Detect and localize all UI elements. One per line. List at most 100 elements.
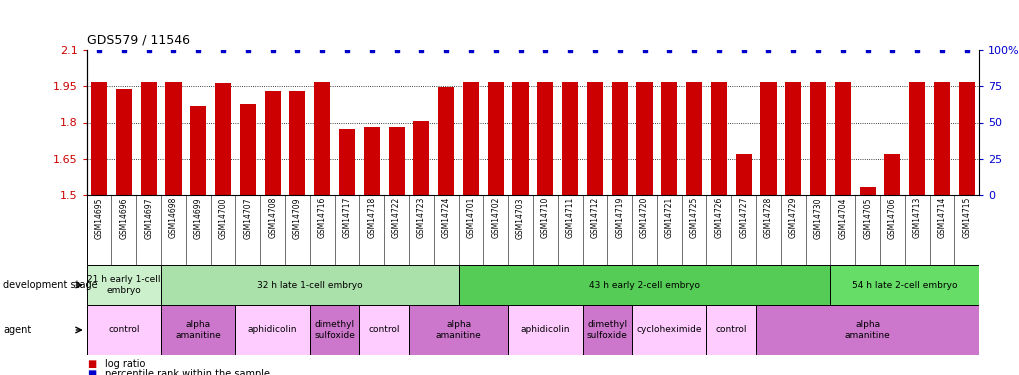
Point: [611, 47, 628, 53]
Text: 54 h late 2-cell embryo: 54 h late 2-cell embryo: [851, 280, 957, 290]
Point: [388, 47, 405, 53]
Text: GSM14729: GSM14729: [788, 197, 797, 238]
Text: GSM14701: GSM14701: [466, 197, 475, 238]
Point: [586, 47, 602, 53]
Bar: [632, 305, 706, 355]
Point: [239, 47, 256, 53]
Bar: [908, 82, 924, 195]
Text: GSM14723: GSM14723: [417, 197, 426, 238]
Point: [338, 47, 355, 53]
Text: GSM14719: GSM14719: [614, 197, 624, 238]
Bar: [409, 305, 507, 355]
Point: [314, 47, 330, 53]
Point: [933, 47, 950, 53]
Bar: [582, 305, 632, 355]
Point: [636, 47, 652, 53]
Bar: [87, 265, 161, 305]
Text: development stage: development stage: [3, 280, 98, 290]
Point: [512, 47, 528, 53]
Point: [561, 47, 578, 53]
Point: [289, 47, 306, 53]
Point: [660, 47, 677, 53]
Bar: [161, 265, 459, 305]
Bar: [235, 305, 310, 355]
Point: [834, 47, 850, 53]
Bar: [165, 82, 181, 195]
Text: GSM14706: GSM14706: [888, 197, 896, 238]
Bar: [289, 91, 305, 195]
Bar: [859, 187, 875, 195]
Bar: [561, 82, 578, 195]
Point: [859, 47, 875, 53]
Bar: [190, 106, 206, 195]
Bar: [636, 82, 652, 195]
Text: GSM14728: GSM14728: [763, 197, 772, 238]
Text: GSM14695: GSM14695: [95, 197, 104, 238]
Text: GSM14700: GSM14700: [218, 197, 227, 238]
Text: GSM14724: GSM14724: [441, 197, 450, 238]
Bar: [388, 127, 405, 195]
Text: GSM14697: GSM14697: [144, 197, 153, 238]
Text: GSM14722: GSM14722: [391, 197, 400, 238]
Text: alpha
amanitine: alpha amanitine: [175, 320, 221, 340]
Text: percentile rank within the sample: percentile rank within the sample: [105, 369, 270, 375]
Point: [908, 47, 924, 53]
Point: [413, 47, 429, 53]
Point: [91, 47, 107, 53]
Point: [264, 47, 280, 53]
Text: ■: ■: [87, 369, 96, 375]
Point: [141, 47, 157, 53]
Bar: [161, 305, 235, 355]
Bar: [116, 89, 131, 195]
Text: dimethyl
sulfoxide: dimethyl sulfoxide: [314, 320, 355, 340]
Bar: [314, 82, 330, 195]
Bar: [264, 91, 280, 195]
Bar: [735, 154, 751, 195]
Text: control: control: [108, 326, 140, 334]
Text: GSM14711: GSM14711: [566, 197, 574, 238]
Bar: [507, 305, 582, 355]
Text: GSM14702: GSM14702: [491, 197, 499, 238]
Point: [364, 47, 380, 53]
Point: [190, 47, 206, 53]
Point: [883, 47, 900, 53]
Text: ■: ■: [87, 359, 96, 369]
Bar: [459, 265, 829, 305]
Bar: [463, 82, 479, 195]
Text: GSM14716: GSM14716: [317, 197, 326, 238]
Bar: [686, 82, 701, 195]
Text: GSM14703: GSM14703: [516, 197, 525, 238]
Text: aphidicolin: aphidicolin: [248, 326, 298, 334]
Bar: [87, 305, 161, 355]
Bar: [413, 121, 429, 195]
Point: [735, 47, 751, 53]
Point: [115, 47, 131, 53]
Bar: [785, 82, 801, 195]
Text: alpha
amanitine: alpha amanitine: [844, 320, 890, 340]
Text: log ratio: log ratio: [105, 359, 146, 369]
Text: GSM14712: GSM14712: [590, 197, 599, 238]
Point: [958, 47, 974, 53]
Text: agent: agent: [3, 325, 32, 335]
Point: [463, 47, 479, 53]
Point: [215, 47, 231, 53]
Text: cycloheximide: cycloheximide: [636, 326, 701, 334]
Text: 21 h early 1-cell
embryo: 21 h early 1-cell embryo: [87, 275, 160, 295]
Bar: [359, 305, 409, 355]
Text: GSM14709: GSM14709: [292, 197, 302, 238]
Text: GSM14726: GSM14726: [713, 197, 722, 238]
Text: GSM14696: GSM14696: [119, 197, 128, 238]
Text: GSM14721: GSM14721: [664, 197, 674, 238]
Bar: [239, 104, 256, 195]
Text: GSM14699: GSM14699: [194, 197, 203, 238]
Bar: [760, 82, 775, 195]
Point: [759, 47, 775, 53]
Bar: [487, 82, 503, 195]
Text: GSM14725: GSM14725: [689, 197, 698, 238]
Point: [710, 47, 727, 53]
Text: GSM14727: GSM14727: [739, 197, 748, 238]
Text: GSM14730: GSM14730: [813, 197, 821, 238]
Point: [165, 47, 181, 53]
Text: GSM14714: GSM14714: [936, 197, 946, 238]
Bar: [706, 305, 755, 355]
